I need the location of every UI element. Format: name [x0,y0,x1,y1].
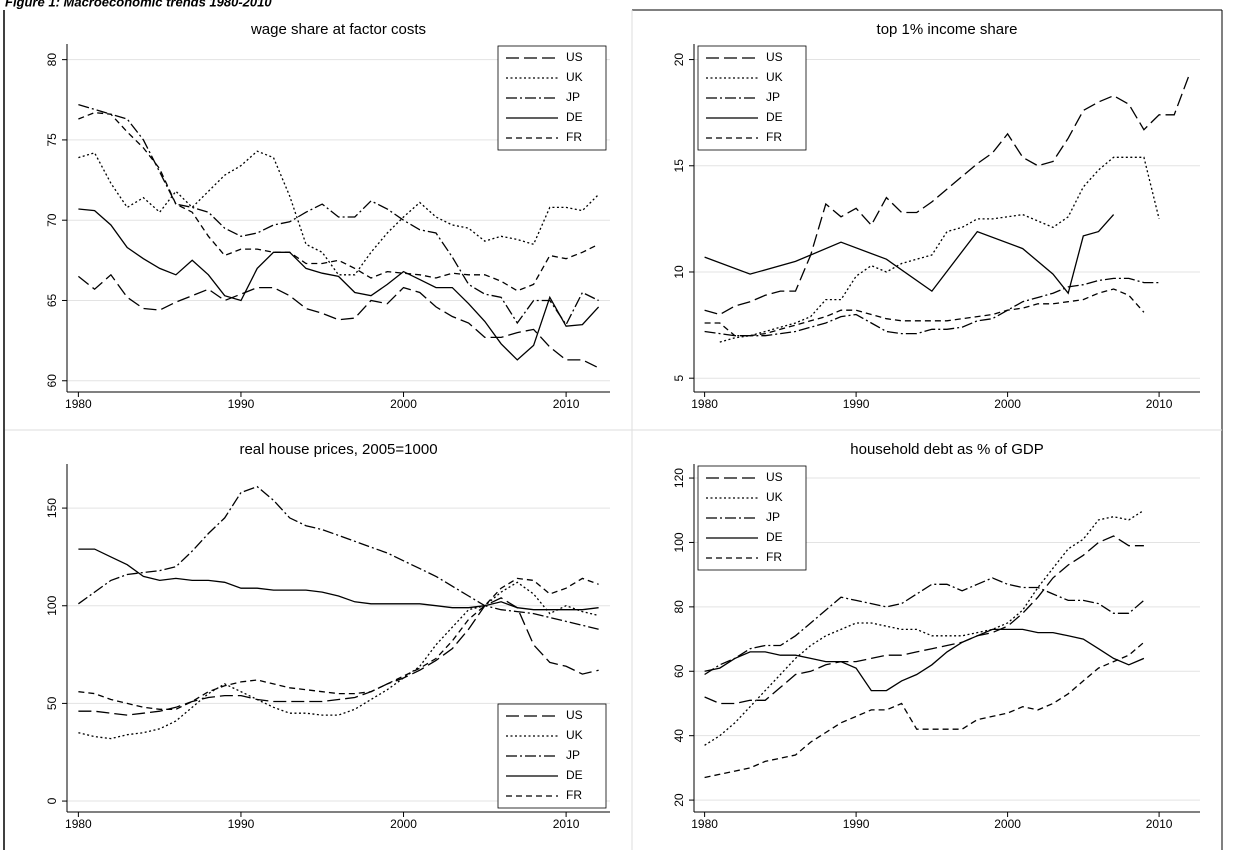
series-line [704,577,1145,676]
legend-label: JP [566,90,580,104]
series-line [78,150,600,276]
y-tick-label: 60 [45,374,59,388]
series-line [704,214,1115,295]
series-line [78,548,599,611]
legend-label: JP [766,90,780,104]
legend-label: UK [766,490,783,504]
y-tick-label: 20 [672,53,686,67]
x-tick-label: 2000 [994,397,1021,411]
legend-label: DE [766,110,783,124]
legend-label: UK [566,728,583,742]
legend-label: US [766,470,783,484]
legend-label: FR [566,130,582,144]
series-line [719,156,1160,343]
x-tick-label: 1990 [843,397,870,411]
x-tick-label: 2010 [553,397,580,411]
y-tick-label: 70 [45,213,59,227]
legend-label: DE [566,110,583,124]
x-tick-label: 2000 [390,817,417,831]
legend-label: US [766,50,783,64]
series-line [78,597,599,716]
series-line [704,628,1145,692]
y-tick-label: 80 [672,600,686,614]
legend-label: US [566,708,583,722]
x-tick-label: 1990 [228,397,255,411]
y-tick-label: 120 [672,468,686,488]
x-tick-label: 1980 [65,817,92,831]
y-tick-label: 50 [45,696,59,710]
x-tick-label: 2010 [1146,817,1173,831]
series-line [704,288,1145,337]
y-tick-label: 20 [672,793,686,807]
series-line [78,103,599,326]
x-tick-label: 1990 [843,817,870,831]
series-line [78,111,599,292]
chart-title: top 1% income share [877,21,1018,38]
y-tick-label: 60 [672,664,686,678]
x-tick-label: 1990 [228,817,255,831]
series-line [78,208,600,361]
y-tick-label: 0 [45,797,59,804]
legend-label: FR [566,788,582,802]
chart-title: wage share at factor costs [250,21,426,38]
series-line [78,577,599,710]
legend-label: US [566,50,583,64]
series-line [704,74,1191,316]
y-tick-label: 10 [672,265,686,279]
y-tick-label: 40 [672,729,686,743]
x-tick-label: 1980 [691,817,718,831]
series-line [77,273,599,369]
y-tick-label: 75 [45,133,59,147]
series-line [704,509,1145,746]
legend-label: UK [766,70,783,84]
x-tick-label: 2000 [994,817,1021,831]
legend-label: FR [766,550,782,564]
y-tick-label: 150 [45,498,59,518]
series-line [704,277,1160,337]
x-tick-label: 2000 [390,397,417,411]
legend-label: JP [766,510,780,524]
legend-label: DE [566,768,583,782]
legend-label: DE [766,530,783,544]
y-tick-label: 15 [672,159,686,173]
x-tick-label: 2010 [1146,397,1173,411]
chart-title: real house prices, 2005=1000 [239,441,437,458]
x-tick-label: 2010 [553,817,580,831]
x-tick-label: 1980 [691,397,718,411]
legend-label: JP [566,748,580,762]
figure-title: Figure 1: Macroeconomic trends 1980-2010 [5,0,272,9]
x-tick-label: 1980 [65,397,92,411]
y-tick-label: 65 [45,293,59,307]
y-tick-label: 100 [672,532,686,552]
y-tick-label: 80 [45,53,59,67]
series-line [78,485,599,630]
series-line [704,535,1144,705]
legend-label: FR [766,130,782,144]
chart-title: household debt as % of GDP [850,441,1043,458]
y-tick-label: 5 [672,375,686,382]
y-tick-label: 100 [45,595,59,615]
series-line [704,641,1145,779]
legend-label: UK [566,70,583,84]
